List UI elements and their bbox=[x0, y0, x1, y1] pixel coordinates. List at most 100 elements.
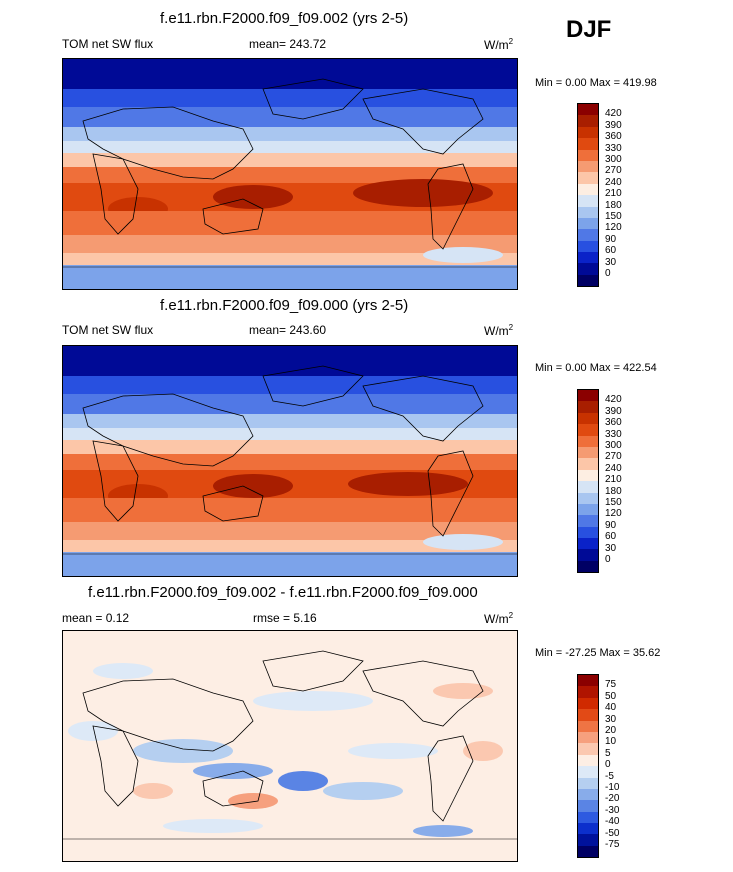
colorbar-tick-label: 330 bbox=[605, 142, 622, 154]
colorbar-segment bbox=[578, 515, 598, 527]
colorbar-tick-label: 60 bbox=[605, 531, 617, 543]
colorbar-tick-label: 210 bbox=[605, 188, 622, 200]
colorbar-segment bbox=[578, 149, 598, 161]
colorbar-tick-label: 120 bbox=[605, 508, 622, 520]
colorbar-segment bbox=[578, 503, 598, 516]
colorbar-segment bbox=[578, 823, 598, 835]
colorbar-segment bbox=[578, 526, 598, 539]
colorbar-tick-label: -20 bbox=[605, 793, 620, 805]
colorbar-segment bbox=[578, 435, 598, 447]
colorbar-tick-label: 60 bbox=[605, 245, 617, 257]
panel-1-title: f.e11.rbn.F2000.f09_f09.002 (yrs 2-5) bbox=[160, 10, 409, 27]
colorbar-segment bbox=[578, 252, 598, 264]
colorbar-segment bbox=[578, 183, 598, 196]
colorbar-tick-label: 240 bbox=[605, 176, 622, 188]
colorbar-tick-label: 0 bbox=[605, 759, 611, 771]
colorbar-tick-label: 180 bbox=[605, 199, 622, 211]
colorbar-segment bbox=[578, 229, 598, 241]
panel-3-mean-label: mean = 0.12 bbox=[62, 611, 130, 625]
colorbar-segment bbox=[578, 743, 598, 755]
colorbar-tick-label: 10 bbox=[605, 736, 617, 748]
colorbar-segment bbox=[578, 104, 598, 116]
panel-1-colorbar-labels: 420 390 360 330 300 270 240 210 180 150 120 90 60 30 0 bbox=[605, 103, 645, 286]
panel-2-units: W/m2 bbox=[484, 323, 514, 338]
colorbar-segment bbox=[578, 754, 598, 767]
panel-3-colorbar-labels: 75 50 40 30 20 10 5 0 -5 -10 -20 -30 -40 -50 -75 bbox=[605, 674, 645, 857]
colorbar-segment bbox=[578, 492, 598, 504]
season-label: DJF bbox=[566, 16, 612, 43]
colorbar-segment bbox=[578, 401, 598, 413]
colorbar-tick-label: -30 bbox=[605, 804, 620, 816]
panel-2-map bbox=[62, 345, 518, 577]
colorbar-tick-label: 180 bbox=[605, 485, 622, 497]
colorbar-segment bbox=[578, 777, 598, 789]
panel-2-mean-label: mean= 243.60 bbox=[249, 323, 327, 337]
colorbar-tick-label: -10 bbox=[605, 782, 620, 793]
colorbar-tick-label: 40 bbox=[605, 702, 617, 714]
colorbar-segment bbox=[578, 538, 598, 550]
colorbar-tick-label: 75 bbox=[605, 679, 617, 691]
colorbar-tick-label: 0 bbox=[605, 554, 611, 565]
colorbar-tick-label: 300 bbox=[605, 154, 622, 165]
colorbar-segment bbox=[578, 240, 598, 253]
colorbar-tick-label: 150 bbox=[605, 211, 622, 222]
colorbar-tick-label: 50 bbox=[605, 690, 617, 702]
colorbar-segment bbox=[578, 675, 598, 687]
panel-2-title: f.e11.rbn.F2000.f09_f09.000 (yrs 2-5) bbox=[160, 297, 409, 314]
panel-2-colorbar-labels: 420 390 360 330 300 270 240 210 180 150 120 90 60 30 0 bbox=[605, 389, 645, 572]
colorbar-segment bbox=[578, 845, 598, 858]
colorbar-tick-label: 5 bbox=[605, 747, 611, 759]
colorbar-tick-label: 390 bbox=[605, 119, 622, 131]
colorbar-segment bbox=[578, 115, 598, 127]
colorbar-tick-label: 30 bbox=[605, 256, 617, 268]
panel-1-colorbar bbox=[577, 103, 599, 288]
colorbar-segment bbox=[578, 424, 598, 436]
colorbar-segment bbox=[578, 686, 598, 698]
colorbar-segment bbox=[578, 206, 598, 218]
colorbar-tick-label: -40 bbox=[605, 816, 620, 828]
colorbar-segment bbox=[578, 800, 598, 812]
colorbar-segment bbox=[578, 709, 598, 721]
colorbar-segment bbox=[578, 160, 598, 173]
colorbar-segment bbox=[578, 390, 598, 402]
colorbar-segment bbox=[578, 412, 598, 425]
colorbar-tick-label: 90 bbox=[605, 519, 617, 531]
colorbar-tick-label: -75 bbox=[605, 839, 620, 850]
colorbar-segment bbox=[578, 172, 598, 184]
colorbar-segment bbox=[578, 274, 598, 287]
panel-3-map bbox=[62, 630, 518, 862]
panel-1-field bbox=[63, 59, 517, 289]
colorbar-tick-label: 360 bbox=[605, 131, 622, 143]
panel-3-units: W/m2 bbox=[484, 611, 514, 626]
colorbar-segment bbox=[578, 469, 598, 482]
colorbar-tick-label: 90 bbox=[605, 233, 617, 245]
colorbar-segment bbox=[578, 811, 598, 824]
colorbar-segment bbox=[578, 560, 598, 573]
colorbar-segment bbox=[578, 549, 598, 561]
panel-1-map bbox=[62, 58, 518, 290]
panel-1-mean-label: mean= 243.72 bbox=[249, 37, 327, 51]
colorbar-tick-label: 360 bbox=[605, 417, 622, 429]
colorbar-segment bbox=[578, 720, 598, 732]
colorbar-tick-label: 270 bbox=[605, 165, 622, 177]
panel-3-colorbar bbox=[577, 674, 599, 859]
panel-1-minmax: Min = 0.00 Max = 419.98 bbox=[535, 77, 657, 89]
colorbar-tick-label: 390 bbox=[605, 405, 622, 417]
colorbar-tick-label: 30 bbox=[605, 713, 617, 725]
colorbar-segment bbox=[578, 458, 598, 470]
colorbar-tick-label: 330 bbox=[605, 428, 622, 440]
colorbar-tick-label: 420 bbox=[605, 394, 622, 406]
colorbar-segment bbox=[578, 138, 598, 150]
colorbar-tick-label: 420 bbox=[605, 108, 622, 120]
colorbar-segment bbox=[578, 697, 598, 710]
panel-3-title: f.e11.rbn.F2000.f09_f09.002 - f.e11.rbn.… bbox=[88, 584, 478, 601]
colorbar-tick-label: 240 bbox=[605, 462, 622, 474]
colorbar-segment bbox=[578, 126, 598, 139]
colorbar-tick-label: 300 bbox=[605, 440, 622, 451]
panel-3-field bbox=[63, 631, 517, 861]
colorbar-tick-label: 270 bbox=[605, 451, 622, 463]
colorbar-segment bbox=[578, 446, 598, 459]
colorbar-segment bbox=[578, 263, 598, 275]
colorbar-tick-label: -50 bbox=[605, 827, 620, 839]
colorbar-segment bbox=[578, 834, 598, 846]
